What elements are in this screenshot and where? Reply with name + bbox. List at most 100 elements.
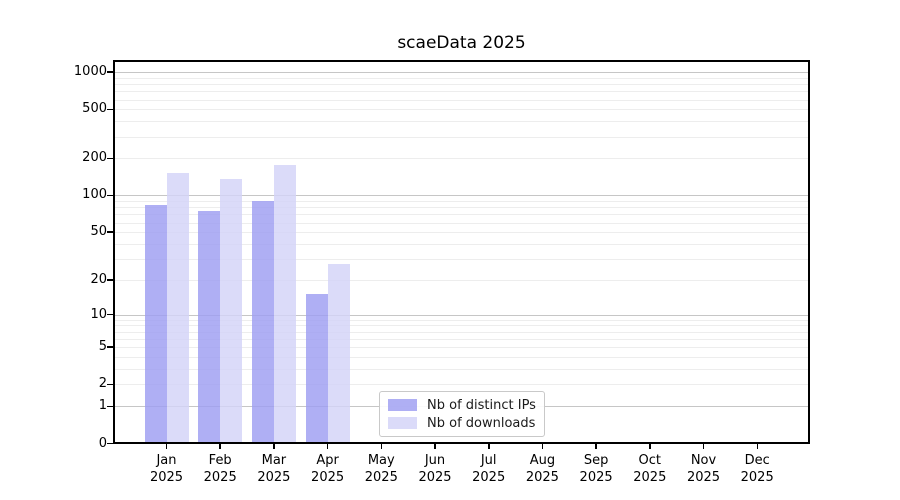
bar-ips-feb (198, 211, 221, 442)
month-year: 2025 (633, 470, 667, 485)
x-tick-mark (595, 444, 597, 449)
chart-title: scaeData 2025 (397, 33, 526, 53)
minor-gridline (115, 325, 808, 327)
y-tick-label: 1 (98, 398, 107, 414)
minor-gridline (115, 77, 808, 79)
x-tick-mark (649, 444, 651, 449)
y-tick-label: 20 (90, 271, 107, 287)
month-year: 2025 (203, 470, 237, 485)
month-name: Jul (480, 453, 497, 468)
x-tick-mark (488, 444, 490, 449)
month-name: Dec (744, 453, 770, 468)
minor-gridline (115, 347, 808, 349)
minor-gridline (115, 319, 808, 321)
x-tick-label-jan: Jan 2025 (139, 452, 195, 486)
minor-gridline (115, 136, 808, 138)
month-year: 2025 (472, 470, 506, 485)
minor-gridline (115, 91, 808, 93)
x-tick-mark (541, 444, 544, 449)
minor-gridline (115, 232, 808, 234)
minor-gridline (115, 338, 808, 340)
x-tick-mark (756, 444, 758, 449)
x-tick-label-oct: Oct 2025 (622, 452, 678, 486)
minor-gridline (115, 369, 808, 370)
minor-gridline (115, 109, 808, 111)
x-tick-label-jun: Jun 2025 (407, 452, 463, 486)
y-tick-label: 5 (98, 339, 107, 355)
month-year: 2025 (579, 470, 613, 485)
minor-gridline (115, 384, 808, 386)
y-tick-mark (107, 405, 113, 407)
minor-gridline (115, 201, 808, 202)
month-year: 2025 (418, 470, 452, 485)
y-tick-label: 2 (98, 376, 107, 392)
month-year: 2025 (311, 470, 345, 485)
major-gridline (115, 72, 808, 73)
minor-gridline (115, 214, 808, 216)
major-gridline (115, 314, 808, 316)
x-tick-label-may: May 2025 (353, 452, 409, 486)
y-tick-mark (107, 383, 113, 386)
month-name: Jun (424, 453, 446, 468)
legend-label: Nb of downloads (427, 415, 536, 431)
x-tick-label-nov: Nov 2025 (676, 452, 732, 486)
y-tick-label: 50 (90, 224, 107, 240)
x-tick-mark (380, 444, 383, 449)
y-tick-label: 0 (98, 435, 107, 451)
x-tick-mark (165, 444, 168, 449)
month-year: 2025 (686, 470, 721, 485)
month-name: Apr (316, 453, 339, 468)
legend-swatch-icon (388, 417, 417, 429)
x-tick-mark (434, 444, 436, 449)
x-tick-mark (326, 444, 329, 449)
bar-downloads-feb (220, 179, 243, 442)
minor-gridline (115, 331, 808, 333)
x-tick-mark (273, 444, 275, 449)
legend-swatch-icon (388, 399, 417, 411)
month-name: Sep (583, 453, 609, 468)
x-tick-label-aug: Aug 2025 (514, 452, 570, 486)
legend: Nb of distinct IPs Nb of downloads (379, 391, 545, 437)
x-tick-label-apr: Apr 2025 (300, 452, 356, 486)
minor-gridline (115, 222, 808, 224)
y-tick-label: 10 (90, 306, 107, 322)
minor-gridline (115, 357, 808, 358)
y-tick-label: 1000 (73, 64, 107, 79)
bar-ips-apr (305, 294, 328, 442)
bar-downloads-jan (166, 173, 189, 442)
month-name: Nov (690, 453, 717, 468)
bar-downloads-mar (273, 165, 296, 442)
grid-layer (115, 62, 808, 442)
month-year: 2025 (257, 470, 291, 485)
month-year: 2025 (149, 470, 184, 485)
y-tick-label: 500 (82, 101, 107, 117)
month-year: 2025 (740, 470, 774, 485)
x-tick-label-feb: Feb 2025 (192, 452, 248, 486)
y-tick-mark (107, 442, 113, 445)
y-tick-label: 200 (82, 150, 107, 166)
month-name: Oct (638, 453, 662, 468)
minor-gridline (115, 84, 808, 85)
legend-entry-downloads: Nb of downloads (388, 415, 536, 431)
bars-layer (115, 62, 808, 442)
minor-gridline (115, 279, 808, 281)
y-tick-mark (107, 194, 113, 197)
minor-gridline (115, 243, 808, 245)
minor-gridline (115, 258, 808, 260)
bar-downloads-apr (327, 264, 350, 442)
month-name: Jan (156, 453, 177, 468)
bar-ips-jan (144, 204, 167, 442)
y-tick-mark (107, 157, 113, 160)
month-name: Mar (261, 453, 287, 468)
y-tick-mark (107, 71, 113, 73)
y-tick-mark (107, 346, 113, 348)
x-tick-label-jul: Jul 2025 (461, 452, 517, 486)
month-name: Aug (529, 453, 556, 468)
legend-entry-distinct-ips: Nb of distinct IPs (388, 397, 536, 413)
month-year: 2025 (364, 470, 398, 485)
month-name: Feb (208, 453, 232, 468)
y-tick-mark (107, 279, 113, 281)
minor-gridline (115, 99, 808, 101)
y-tick-mark (107, 108, 113, 110)
